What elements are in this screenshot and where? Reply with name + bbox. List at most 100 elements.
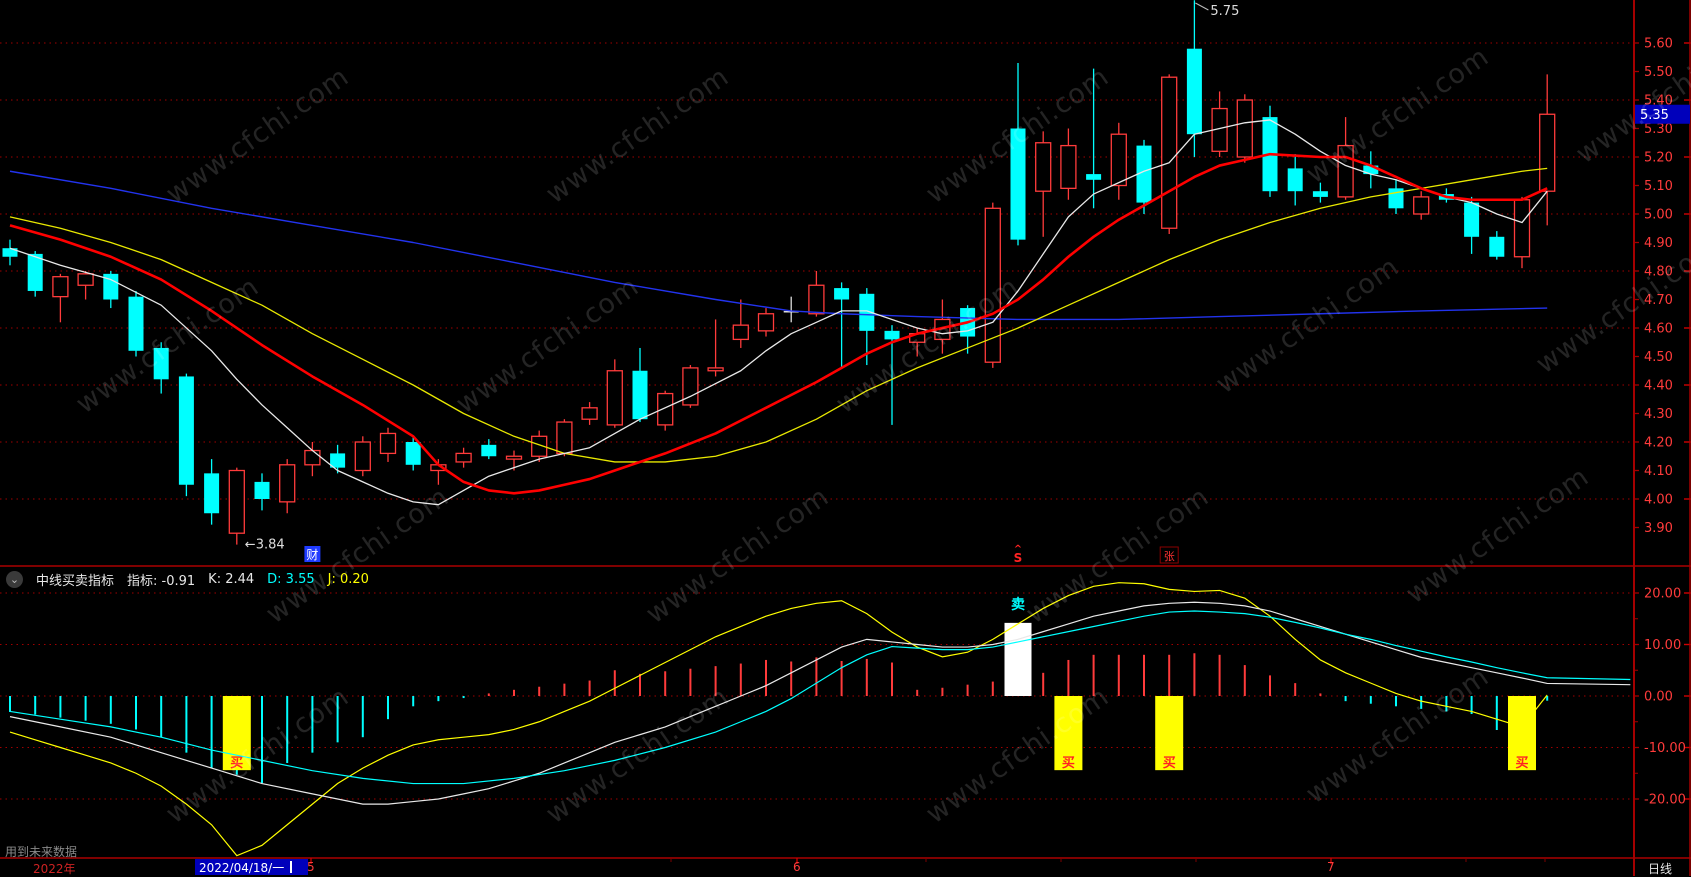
buy-signal-label: 买 bbox=[1062, 756, 1075, 771]
indicator-axis-label: 20.00 bbox=[1644, 587, 1681, 602]
collapse-indicator-icon[interactable]: ⌄ bbox=[6, 570, 23, 588]
candle-body-down bbox=[153, 347, 169, 380]
last-price-badge-text: 5.35 bbox=[1640, 108, 1669, 123]
candle-body-down bbox=[178, 376, 194, 485]
candle-body-up bbox=[682, 367, 699, 406]
candle-body-down bbox=[103, 273, 119, 300]
timeline-date-text: 2022/04/18/一 bbox=[199, 860, 285, 875]
k-line bbox=[9, 601, 1631, 805]
indicator-axis-label: -10.00 bbox=[1644, 741, 1686, 756]
candle-body-up bbox=[581, 407, 598, 420]
candle-body-up bbox=[77, 273, 94, 286]
limit-up-marker-label: 张 bbox=[1164, 550, 1175, 563]
high-annotation-pointer bbox=[1195, 2, 1209, 11]
candle-body-up bbox=[984, 207, 1001, 363]
candle-body-down bbox=[1186, 48, 1202, 135]
buy-signal-label: 买 bbox=[1515, 756, 1528, 771]
timeline-year-label: 2022年 bbox=[33, 862, 76, 876]
price-axis-label: 4.00 bbox=[1644, 493, 1673, 508]
candle-body-up bbox=[354, 441, 371, 472]
d-line bbox=[9, 610, 1631, 785]
price-axis-label: 4.50 bbox=[1644, 350, 1673, 365]
candle-body-down bbox=[884, 330, 900, 340]
price-axis-label: 5.50 bbox=[1644, 65, 1673, 80]
candle-body-up bbox=[1413, 196, 1430, 215]
candle-body-up bbox=[1513, 199, 1531, 258]
period-daily-button[interactable]: 日线 bbox=[1648, 862, 1673, 876]
candle-body-up bbox=[228, 469, 245, 534]
price-axis-label: 4.60 bbox=[1644, 322, 1673, 337]
indicator-j-value: J: 0.20 bbox=[327, 571, 369, 587]
candle-body-down bbox=[2, 248, 18, 257]
last-price-badge[interactable] bbox=[1635, 104, 1690, 124]
price-axis-label: 4.20 bbox=[1644, 436, 1673, 451]
candle-body-down bbox=[859, 293, 875, 331]
indicator-header: ⌄ 中线买卖指标 指标: -0.91 K: 2.44 D: 3.55 J: 0.… bbox=[6, 568, 369, 590]
candle-body-down bbox=[1464, 202, 1480, 237]
j-line bbox=[9, 582, 1548, 857]
timeline-bar: 2022年 2022/04/18/一 日线 5 6 7 bbox=[0, 858, 1691, 876]
buy-signal-block bbox=[1508, 696, 1536, 771]
candle-body-down bbox=[1086, 174, 1102, 180]
candle-body-down bbox=[1136, 145, 1152, 203]
candle-body-down bbox=[481, 444, 497, 457]
ma-yellow bbox=[9, 167, 1548, 463]
buy-signal-block bbox=[1054, 696, 1083, 771]
price-axis-label: 5.60 bbox=[1644, 37, 1673, 52]
candle-body-down bbox=[330, 453, 346, 468]
candle-body-up bbox=[1161, 76, 1178, 229]
indicator-k-value: K: 2.44 bbox=[208, 571, 255, 587]
future-data-note: 用到未来数据 bbox=[5, 845, 78, 859]
candle-body-up bbox=[1060, 144, 1077, 190]
candle-body-up bbox=[808, 284, 825, 315]
price-axis-label: 5.00 bbox=[1644, 208, 1673, 223]
candle-body-up bbox=[379, 432, 397, 455]
candle-body-up bbox=[757, 313, 775, 332]
buy-signal-block bbox=[1155, 696, 1184, 771]
timeline-month-label: 6 bbox=[793, 860, 801, 874]
limit-up-marker-box bbox=[1159, 546, 1179, 564]
candle-body-down bbox=[254, 481, 270, 499]
candle-body-up bbox=[1035, 142, 1052, 192]
candle-body-up bbox=[707, 367, 724, 372]
candle-body-flat bbox=[783, 310, 799, 313]
candle-body-up bbox=[556, 421, 573, 455]
candle-body-down bbox=[27, 253, 43, 291]
candle-body-up bbox=[52, 276, 69, 298]
candle-body-up bbox=[304, 449, 321, 466]
sell-point-marker: S bbox=[1014, 551, 1023, 565]
candle-body-up bbox=[1337, 144, 1354, 198]
candle-body-down bbox=[128, 296, 144, 351]
price-axis-label: 4.90 bbox=[1644, 236, 1673, 251]
indicator-axis-label: 10.00 bbox=[1644, 638, 1681, 653]
indicator-axis-label: 0.00 bbox=[1644, 690, 1673, 705]
high-price-annotation: 5.75 bbox=[1210, 4, 1239, 19]
financial-report-marker[interactable] bbox=[304, 546, 321, 562]
indicator-d-value: D: 3.55 bbox=[267, 571, 315, 587]
price-axis-label: 4.40 bbox=[1644, 379, 1673, 394]
candle-body-down bbox=[1312, 191, 1328, 197]
candle-body-down bbox=[204, 473, 220, 514]
price-axis-label: 4.70 bbox=[1644, 293, 1673, 308]
candle-body-down bbox=[632, 370, 648, 420]
price-axis-label: 5.10 bbox=[1644, 179, 1673, 194]
timeline-month-label: 5 bbox=[307, 860, 315, 874]
indicator-title: 中线买卖指标 bbox=[36, 573, 115, 589]
buy-signal-block bbox=[222, 696, 251, 771]
candle-body-up bbox=[657, 392, 674, 426]
price-axis-label: 5.30 bbox=[1644, 122, 1673, 137]
candle-body-down bbox=[1363, 165, 1379, 175]
price-axis-label: 5.20 bbox=[1644, 151, 1673, 166]
candle-body-up bbox=[455, 452, 472, 463]
candle-body-up bbox=[1110, 133, 1127, 187]
timeline-date-box: 2022/04/18/一 bbox=[195, 859, 308, 875]
sell-signal-block bbox=[1004, 622, 1032, 696]
candle-body-up bbox=[505, 455, 523, 460]
text-cursor bbox=[290, 861, 293, 873]
candle-body-down bbox=[1010, 128, 1026, 240]
ma-red bbox=[9, 152, 1548, 495]
price-axis-label: 4.10 bbox=[1644, 464, 1673, 479]
financial-report-marker-label: 财 bbox=[306, 548, 318, 562]
